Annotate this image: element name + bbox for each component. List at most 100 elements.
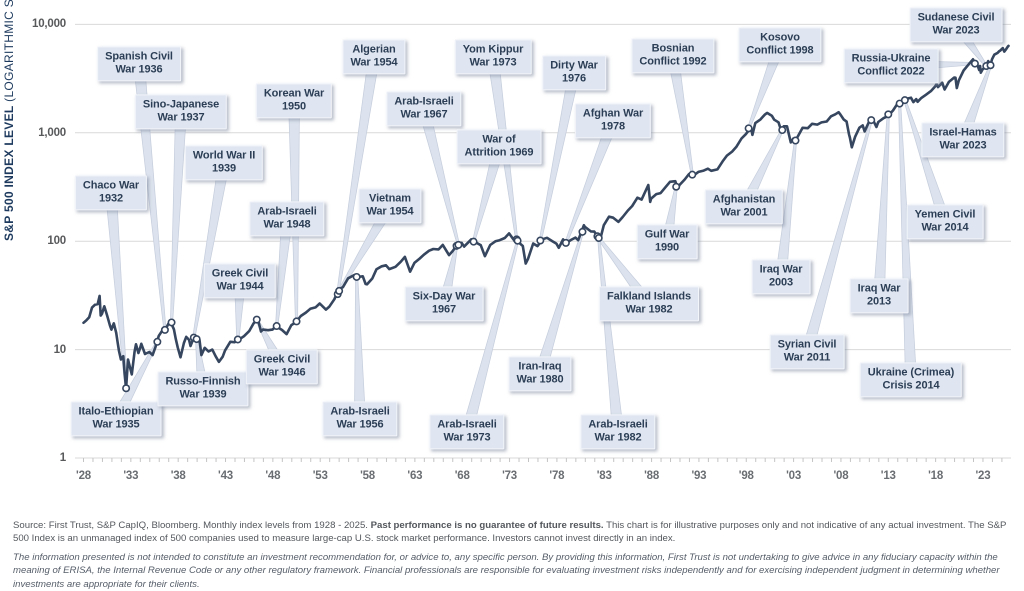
war-annotation-line1: Syrian Civil bbox=[777, 338, 837, 351]
y-axis-tick: 10,000 bbox=[32, 18, 66, 31]
war-annotation-box: Spanish Civil War 1936 bbox=[97, 46, 181, 82]
x-axis-tick: '38 bbox=[170, 470, 186, 482]
war-annotation-line1: Korean War bbox=[263, 87, 325, 100]
war-annotation-line1: Arab-Israeli bbox=[330, 405, 390, 418]
x-axis-tick: '78 bbox=[549, 470, 565, 482]
x-axis-tick: '08 bbox=[833, 470, 849, 482]
footnote-source-bold: Past performance is no guarantee of futu… bbox=[370, 520, 604, 531]
footnote-source-suffix: This chart is for illustrative purposes … bbox=[13, 520, 1007, 545]
war-annotation-box: Six-Day War 1967 bbox=[404, 286, 484, 322]
war-annotation-line2: 1967 bbox=[431, 303, 457, 316]
war-annotation-box: Arab-Israeli War 1967 bbox=[386, 91, 462, 127]
war-annotation-line1: Italo-Ethiopian bbox=[78, 405, 154, 418]
war-annotation-box: Ukraine (Crimea) Crisis 2014 bbox=[859, 362, 963, 398]
war-event-marker bbox=[513, 236, 522, 245]
war-annotation-box: Yemen Civil War 2014 bbox=[906, 204, 984, 240]
war-annotation-line1: War of bbox=[482, 133, 516, 146]
war-annotation-line1: Russia-Ukraine bbox=[851, 52, 931, 65]
war-annotation-line2: 1939 bbox=[211, 162, 237, 175]
war-event-marker bbox=[469, 237, 478, 246]
war-annotation-box: Korean War 1950 bbox=[255, 83, 333, 119]
war-annotation-line2: War 1982 bbox=[594, 431, 642, 444]
war-event-marker bbox=[536, 236, 545, 245]
war-event-marker bbox=[688, 170, 697, 179]
war-annotation-line1: Afghanistan bbox=[712, 193, 776, 206]
war-annotation-line1: Vietnam bbox=[369, 192, 411, 205]
war-annotation-line1: Algerian bbox=[352, 43, 396, 56]
annotation-callout-wedge bbox=[534, 231, 584, 377]
x-axis-tick: '83 bbox=[596, 470, 612, 482]
war-annotation-box: Iraq War 2003 bbox=[751, 259, 811, 295]
x-axis-tick: '48 bbox=[265, 470, 281, 482]
x-axis-tick: '63 bbox=[407, 470, 423, 482]
war-annotation-line2: War 1980 bbox=[516, 373, 564, 386]
war-annotation-box: Gulf War 1990 bbox=[636, 224, 698, 260]
war-annotation-line1: Gulf War bbox=[644, 228, 690, 241]
war-annotation-box: Arab-Israeli War 1973 bbox=[429, 414, 505, 450]
war-annotation-line2: War 1935 bbox=[92, 418, 140, 431]
x-axis-tick: '13 bbox=[880, 470, 896, 482]
war-annotation-line2: 2003 bbox=[768, 276, 794, 289]
war-event-marker bbox=[272, 322, 281, 331]
x-axis-tick: '03 bbox=[786, 470, 802, 482]
war-annotation-box: Sino-Japanese War 1937 bbox=[134, 94, 228, 130]
y-axis-tick: 1,000 bbox=[38, 126, 66, 139]
war-annotation-line1: Yemen Civil bbox=[914, 208, 976, 221]
war-annotation-line2: Attrition 1969 bbox=[464, 146, 534, 159]
x-axis-tick: '18 bbox=[928, 470, 944, 482]
x-axis-tick: '93 bbox=[691, 470, 707, 482]
annotation-callout-wedge bbox=[192, 161, 230, 339]
war-annotation-box: Vietnam War 1954 bbox=[358, 188, 422, 224]
annotation-callout-wedge bbox=[898, 103, 917, 381]
war-annotation-line2: Conflict 2022 bbox=[857, 65, 925, 78]
x-axis-tick: '73 bbox=[502, 470, 518, 482]
war-annotation-line2: War 1936 bbox=[115, 63, 163, 76]
war-annotation-box: Chaco War 1932 bbox=[74, 175, 148, 211]
war-event-marker bbox=[867, 116, 876, 125]
war-annotation-box: Falkland Islands War 1982 bbox=[599, 286, 699, 322]
war-event-marker bbox=[335, 286, 344, 295]
war-event-marker bbox=[192, 335, 201, 344]
war-event-marker bbox=[352, 272, 361, 281]
y-axis-tick: 1 bbox=[59, 452, 66, 464]
x-axis-tick: '98 bbox=[738, 470, 754, 482]
war-annotation-line1: Bosnian bbox=[651, 42, 695, 55]
war-annotation-line1: Russo-Finnish bbox=[165, 375, 241, 388]
war-annotation-line1: Iraq War bbox=[857, 282, 901, 295]
war-annotation-line1: Arab-Israeli bbox=[437, 418, 497, 431]
war-annotation-line1: Ukraine (Crimea) bbox=[867, 366, 955, 379]
war-annotation-line1: Spanish Civil bbox=[105, 50, 173, 63]
war-annotation-box: Afghanistan War 2001 bbox=[704, 189, 784, 225]
y-axis-title-paren: (LOGARITHMIC SCALE) bbox=[2, 0, 16, 106]
war-event-marker bbox=[292, 317, 301, 326]
war-annotation-box: World War II 1939 bbox=[184, 145, 264, 181]
war-event-marker bbox=[561, 238, 570, 247]
x-axis-tick: '33 bbox=[123, 470, 139, 482]
war-annotation-line2: Conflict 1992 bbox=[639, 55, 707, 68]
war-annotation-line2: War 2023 bbox=[932, 24, 980, 37]
war-event-marker bbox=[791, 136, 800, 145]
war-annotation-box: Arab-Israeli War 1956 bbox=[322, 401, 398, 437]
war-annotation-line2: War 2014 bbox=[921, 221, 969, 234]
war-annotation-box: Greek Civil War 1946 bbox=[245, 349, 319, 385]
war-event-marker bbox=[744, 124, 753, 133]
war-event-marker bbox=[454, 240, 463, 249]
war-event-marker bbox=[986, 61, 995, 70]
war-annotation-line1: Yom Kippur bbox=[462, 43, 524, 56]
war-annotation-box: Afghan War 1978 bbox=[574, 103, 652, 139]
annotation-callout-wedge bbox=[354, 276, 366, 420]
war-annotation-box: Sudanese Civil War 2023 bbox=[909, 7, 1003, 43]
annotation-callout-wedge bbox=[873, 113, 890, 297]
footnote-source: Source: First Trust, S&P CapIQ, Bloomber… bbox=[13, 519, 1013, 546]
war-annotation-line2: 1950 bbox=[281, 100, 307, 113]
war-annotation-line1: Kosovo bbox=[760, 31, 800, 44]
war-annotation-box: Greek Civil War 1944 bbox=[203, 263, 277, 299]
war-annotation-box: Kosovo Conflict 1998 bbox=[738, 27, 822, 63]
war-event-marker bbox=[578, 227, 587, 236]
war-event-marker bbox=[122, 384, 131, 393]
war-annotation-line1: Sino-Japanese bbox=[142, 98, 220, 111]
war-annotation-box: Russo-Finnish War 1939 bbox=[157, 371, 249, 407]
x-axis-tick: '23 bbox=[975, 470, 991, 482]
war-annotation-line1: Iran-Iraq bbox=[518, 360, 562, 373]
war-event-marker bbox=[233, 335, 242, 344]
